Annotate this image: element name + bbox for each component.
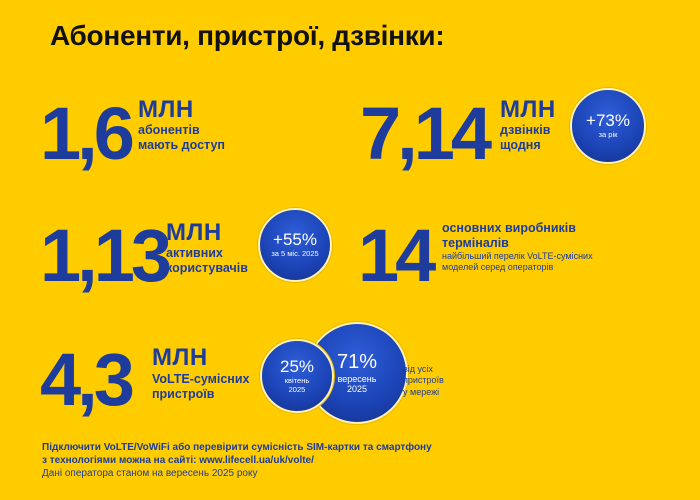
calls-growth-period: за рік	[598, 130, 618, 140]
stat-devices-value: 4,3	[40, 338, 135, 421]
stat-vendors-note-line2: моделей серед операторів	[442, 262, 554, 273]
footer-line3: Дані оператора станом на вересень 2025 р…	[42, 468, 258, 480]
stat-access-desc-line2: мають доступ	[138, 138, 225, 152]
stat-active-unit: МЛН	[166, 219, 222, 246]
devices-share-2025-04-circle: 25% квітень 2025	[260, 339, 334, 413]
stat-calls-desc: дзвінків щодня	[500, 123, 550, 153]
devices-share-apr-pct: 25%	[279, 356, 315, 376]
stat-vendors-desc: основних виробників терміналів	[442, 221, 576, 251]
active-growth-badge: +55% за 5 міс. 2025	[258, 208, 332, 282]
devices-share-sep-pct: 71%	[336, 350, 378, 373]
devices-share-apr-label: квітень 2025	[284, 375, 310, 394]
stat-access-desc-line1: абонентів	[138, 123, 200, 137]
stat-devices-desc-line1: VoLTE-сумісних	[152, 372, 250, 386]
stat-access-unit: МЛН	[138, 96, 194, 123]
stat-calls-desc-line2: щодня	[500, 138, 541, 152]
stat-devices-desc: VoLTE-сумісних пристроїв	[152, 372, 250, 402]
stat-calls-unit: МЛН	[500, 96, 556, 123]
stat-active-desc-line1: активних	[166, 246, 223, 260]
devices-share-apr-month: квітень	[284, 375, 310, 385]
stat-vendors-note: найбільший перелік VoLTE-сумісних моделе…	[442, 251, 593, 274]
stat-vendors-desc-line1: основних виробників	[442, 221, 576, 235]
devices-share-sep-year: 2025	[346, 384, 368, 394]
active-growth-period: за 5 міс. 2025	[271, 249, 319, 259]
devices-share-apr-year: 2025	[288, 384, 306, 394]
devices-share-sep-month: вересень	[337, 373, 377, 384]
stat-vendors-value: 14	[358, 214, 436, 297]
devices-share-note-line3: у мережі	[403, 386, 440, 397]
active-growth-pct: +55%	[273, 230, 317, 250]
devices-share-sep-label: вересень 2025	[338, 374, 377, 395]
stat-devices-unit: МЛН	[152, 344, 208, 371]
stat-calls-value: 7,14	[360, 92, 492, 175]
footer-line1: Підключити VoLTE/VoWiFi або перевірити с…	[42, 442, 432, 453]
page-title: Абоненти, пристрої, дзвінки:	[50, 20, 445, 51]
calls-growth-badge: +73% за рік	[570, 88, 646, 164]
calls-growth-pct: +73%	[586, 111, 630, 131]
stat-vendors-note-line1: найбільший перелік VoLTE-сумісних	[442, 251, 593, 261]
devices-share-note-line2: пристроїв	[403, 375, 444, 386]
devices-share-note: від усіх пристроїв у мережі	[403, 364, 444, 398]
stat-active-value: 1,13	[40, 214, 172, 297]
stat-vendors-desc-line2: терміналів	[442, 236, 509, 250]
stat-devices-desc-line2: пристроїв	[152, 387, 215, 401]
stat-access-value: 1,6	[40, 92, 135, 175]
stat-active-desc-line2: користувачів	[166, 261, 248, 275]
devices-share-note-line1: від усіх	[403, 364, 433, 374]
footer: Підключити VoLTE/VoWiFi або перевірити с…	[42, 441, 432, 481]
stat-active-desc: активних користувачів	[166, 246, 248, 276]
stat-access-desc: абонентів мають доступ	[138, 123, 225, 153]
footer-line2: з технологіями можна на сайті: www.lifec…	[42, 455, 314, 467]
stat-calls-desc-line1: дзвінків	[500, 123, 551, 137]
